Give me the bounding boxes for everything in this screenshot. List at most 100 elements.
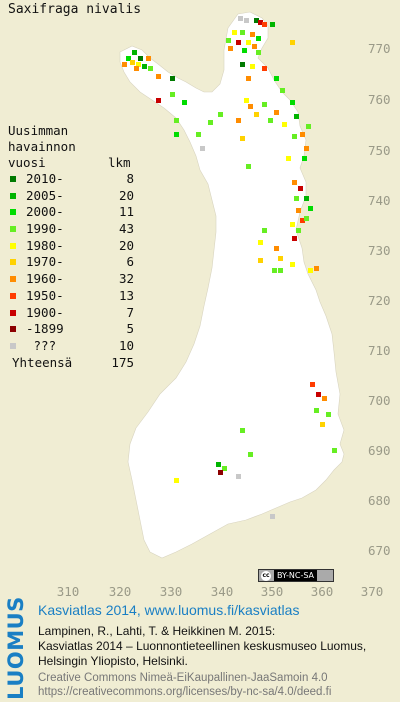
species-title: Saxifraga nivalis	[8, 2, 142, 17]
observation-square	[304, 146, 309, 151]
observation-square	[322, 396, 327, 401]
legend-row: 2000- 11	[8, 204, 134, 221]
legend-header-line-1: Uusimman	[8, 123, 69, 138]
license-line-2[interactable]: https://creativecommons.org/licenses/by-…	[38, 686, 332, 698]
observation-square	[174, 118, 179, 123]
observation-square	[170, 92, 175, 97]
legend-header-count: lkm	[108, 155, 131, 170]
observation-square	[236, 118, 241, 123]
observation-square	[156, 74, 161, 79]
observation-square	[216, 462, 221, 467]
legend-row-count: 10	[118, 337, 134, 353]
observation-square	[174, 478, 179, 483]
observation-square	[274, 76, 279, 81]
legend-row-count: 20	[118, 187, 134, 203]
observation-square	[126, 56, 131, 61]
x-axis-label: 360	[310, 584, 334, 599]
observation-square	[302, 156, 307, 161]
observation-square	[294, 114, 299, 119]
legend-row-count: 11	[118, 204, 134, 220]
x-axis-label: 330	[159, 584, 183, 599]
legend-row: 1960- 32	[8, 271, 134, 288]
legend-row: 2005- 20	[8, 188, 134, 205]
legend-swatch	[10, 292, 16, 299]
legend-swatch	[10, 242, 16, 249]
citation-line-3: Helsingin Yliopisto, Helsinki.	[38, 654, 188, 668]
legend-row-count: 13	[118, 287, 134, 303]
x-axis-label: 350	[260, 584, 284, 599]
observation-square	[300, 132, 305, 137]
y-axis-label: 700	[368, 393, 391, 408]
legend: Uusimman havainnon vuosi lkm 2010- 8 2005-…	[8, 123, 134, 371]
observation-square	[286, 156, 291, 161]
observation-square	[272, 268, 277, 273]
observation-square	[296, 228, 301, 233]
legend-swatch	[10, 259, 16, 266]
observation-square	[310, 382, 315, 387]
observation-square	[296, 208, 301, 213]
y-axis-label: 760	[368, 92, 391, 107]
observation-square	[262, 228, 267, 233]
legend-swatch	[10, 342, 16, 349]
observation-square	[138, 56, 143, 61]
observation-square	[292, 134, 297, 139]
y-axis-label: 710	[368, 343, 391, 358]
legend-swatch	[10, 192, 16, 199]
observation-square	[156, 98, 161, 103]
legend-row: 1950- 13	[8, 287, 134, 305]
legend-swatch	[10, 176, 16, 182]
observation-square	[270, 22, 275, 27]
observation-square	[146, 56, 151, 61]
observation-square	[262, 66, 267, 71]
luomus-logo: LUOMUS	[4, 596, 28, 700]
legend-row-count: 20	[118, 237, 134, 253]
legend-header-line-2: havainnon	[8, 139, 76, 154]
y-axis-label: 770	[368, 41, 391, 56]
y-axis-label: 670	[368, 543, 391, 558]
observation-square	[290, 40, 295, 45]
observation-square	[292, 236, 297, 241]
legend-swatch	[10, 309, 16, 316]
legend-row-count: 32	[118, 271, 134, 287]
atlas-link[interactable]: Kasviatlas 2014, www.luomus.fi/kasviatla…	[38, 602, 300, 618]
observation-square	[256, 36, 261, 41]
x-axis-label: 370	[360, 584, 384, 599]
observation-square	[182, 100, 187, 105]
y-axis-label: 750	[368, 143, 391, 158]
observation-square	[196, 132, 201, 137]
observation-square	[256, 50, 261, 55]
observation-square	[314, 266, 319, 271]
legend-header-line-3: vuosi lkm	[8, 155, 131, 171]
y-axis-label: 740	[368, 193, 391, 208]
legend-header-year: vuosi	[8, 155, 46, 170]
legend-row-label: 1950-	[26, 287, 64, 303]
cc-license-badge: cc BY-NC-SA	[258, 569, 334, 582]
legend-row-label: 1960-	[26, 271, 64, 287]
observation-square	[316, 392, 321, 397]
legend-header: Uusimman havainnon vuosi lkm	[8, 123, 131, 171]
observation-square	[134, 66, 139, 71]
legend-row: 1970- 6	[8, 254, 134, 271]
y-axis-label: 720	[368, 293, 391, 308]
observation-square	[136, 62, 141, 67]
observation-square	[320, 422, 325, 427]
observation-square	[326, 412, 331, 417]
observation-square	[292, 180, 297, 185]
x-axis-label: 340	[210, 584, 234, 599]
legend-row-count: 43	[118, 221, 134, 237]
observation-square	[122, 62, 127, 67]
observation-square	[232, 30, 237, 35]
legend-row: 1900- 7	[8, 305, 134, 322]
license-line-1: Creative Commons Nimeä-EiKaupallinen-Jaa…	[38, 672, 328, 684]
observation-square	[222, 466, 227, 471]
legend-row-label: 2010-	[26, 171, 64, 186]
legend-swatch	[10, 276, 16, 283]
observation-square	[226, 38, 231, 43]
legend-swatch	[10, 226, 16, 233]
observation-square	[248, 452, 253, 457]
observation-square	[130, 60, 135, 65]
observation-square	[248, 104, 253, 109]
observation-square	[218, 470, 223, 475]
observation-square	[246, 40, 251, 45]
